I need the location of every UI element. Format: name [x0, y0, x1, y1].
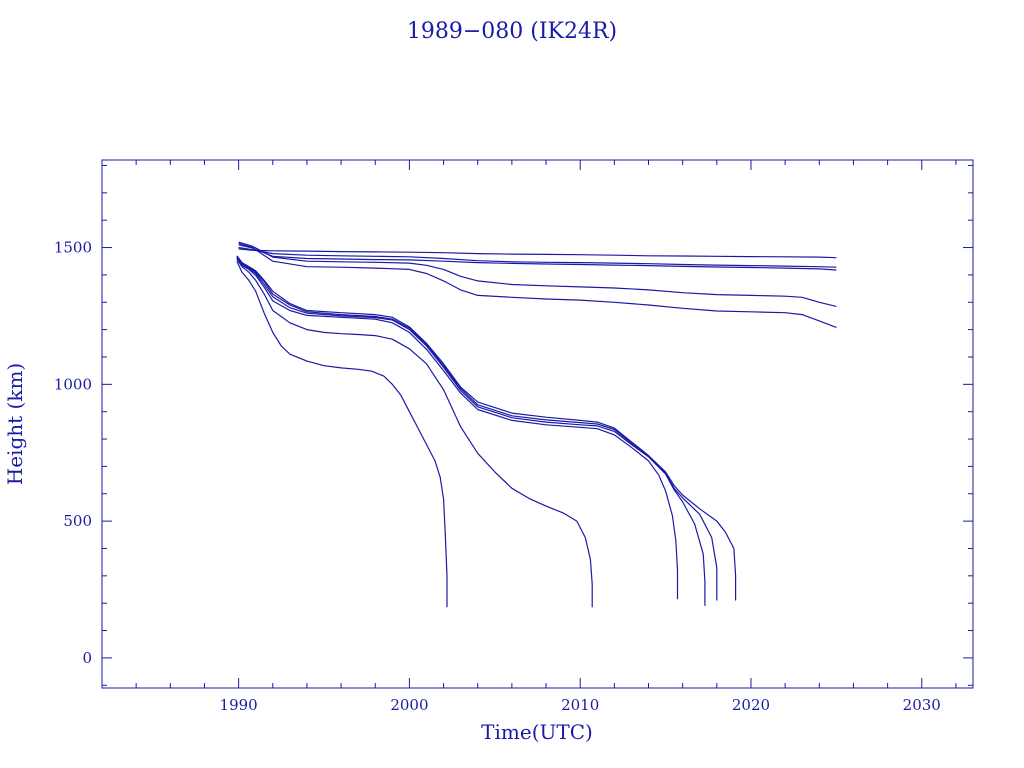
series-line-1 — [238, 248, 837, 259]
tick-labels: 1990 2000 2010 2020 2030 0 500 1000 1500 — [54, 239, 941, 714]
y-axis-label: Height (km) — [3, 363, 27, 485]
plot-frame — [101, 159, 974, 689]
series-line-5 — [238, 242, 837, 328]
series-line-4 — [238, 241, 837, 307]
chart-title: 1989−080 (IK24R) — [407, 19, 617, 44]
axis-ticks — [101, 160, 973, 688]
y-tick-label: 500 — [63, 512, 92, 530]
x-tick-label: 1990 — [220, 696, 258, 714]
x-axis-label: Time(UTC) — [481, 720, 593, 744]
series-line-8 — [236, 256, 706, 606]
x-tick-label: 2010 — [561, 696, 599, 714]
y-tick-label: 1500 — [54, 239, 92, 257]
series-line-9 — [236, 257, 679, 600]
series-line-2 — [238, 246, 837, 268]
y-tick-label: 0 — [82, 649, 92, 667]
series-line-3 — [238, 244, 837, 271]
x-tick-label: 2020 — [732, 696, 770, 714]
y-tick-label: 1000 — [54, 375, 92, 393]
x-tick-label: 2000 — [390, 696, 428, 714]
x-tick-label: 2030 — [903, 696, 941, 714]
series-group — [236, 241, 837, 608]
series-line-6 — [236, 255, 737, 601]
series-line-7 — [236, 255, 718, 601]
series-line-11 — [236, 260, 448, 608]
series-line-10 — [236, 258, 593, 608]
